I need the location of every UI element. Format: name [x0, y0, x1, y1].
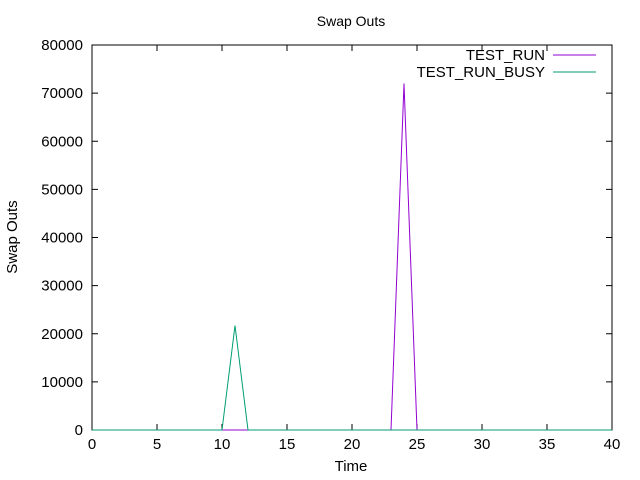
x-tick-label: 40	[604, 436, 621, 453]
x-tick-label: 30	[474, 436, 491, 453]
series-lines	[92, 83, 612, 431]
x-tick-label: 35	[539, 436, 556, 453]
y-tick-label: 40000	[41, 230, 83, 247]
chart-title: Swap Outs	[317, 13, 385, 29]
x-tick-label: 15	[279, 436, 296, 453]
x-axis-ticks: 0 5 10 15 20 25 30 35 40	[88, 45, 621, 453]
x-tick-label: 10	[214, 436, 231, 453]
y-tick-label: 70000	[41, 85, 83, 102]
y-tick-label: 30000	[41, 278, 83, 295]
x-tick-label: 5	[153, 436, 161, 453]
x-tick-label: 0	[88, 436, 96, 453]
y-tick-label: 0	[75, 422, 83, 439]
x-axis-label: Time	[335, 458, 368, 475]
y-tick-label: 80000	[41, 37, 83, 54]
series-line-test-run	[92, 83, 612, 431]
series-line-test-run-busy	[92, 325, 612, 431]
x-tick-label: 20	[344, 436, 361, 453]
y-axis-ticks: 0 10000 20000 30000 40000 50000 60000 70000 8000…	[41, 37, 612, 439]
legend-label: TEST_RUN	[466, 47, 545, 64]
y-tick-label: 60000	[41, 133, 83, 150]
y-tick-label: 50000	[41, 181, 83, 198]
plot-area-border	[91, 44, 613, 431]
legend-label: TEST_RUN_BUSY	[417, 64, 545, 81]
y-tick-label: 10000	[41, 374, 83, 391]
x-tick-label: 25	[409, 436, 426, 453]
y-axis-label: Swap Outs	[4, 200, 21, 273]
y-tick-label: 20000	[41, 326, 83, 343]
